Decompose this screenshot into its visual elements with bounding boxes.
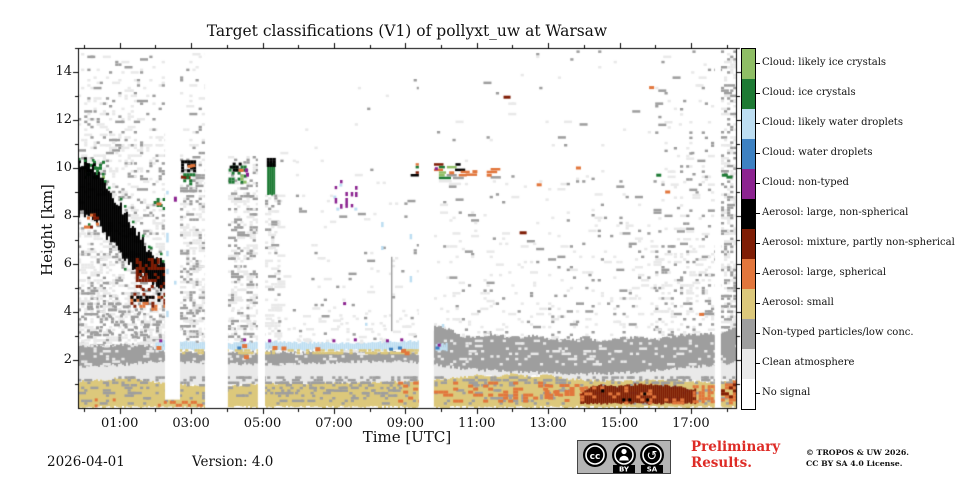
legend-swatch [742, 379, 755, 409]
copyright-line1: © TROPOS & UW 2026. [806, 448, 910, 457]
legend-tick [756, 153, 760, 154]
x-tick-label: 15:00 [600, 416, 639, 431]
y-tick-label: 8 [63, 208, 72, 223]
legend-tick [756, 243, 760, 244]
preliminary-line1: Preliminary [691, 439, 781, 455]
x-tick-label: 05:00 [243, 416, 282, 431]
legend-label: Cloud: ice crystals [762, 87, 856, 98]
legend-swatch [742, 289, 755, 319]
legend-colorbar [741, 48, 756, 410]
legend-swatch [742, 259, 755, 289]
legend-swatch [742, 139, 755, 169]
legend-tick [756, 63, 760, 64]
y-tick-label: 12 [55, 112, 72, 127]
legend-swatch [742, 79, 755, 109]
y-tick-label: 4 [63, 304, 72, 319]
legend-label: Non-typed particles/low conc. [762, 327, 914, 338]
x-tick-label: 01:00 [100, 416, 139, 431]
legend-swatch [742, 229, 755, 259]
legend-label: Aerosol: large, spherical [762, 267, 887, 278]
legend-tick [756, 393, 760, 394]
y-tick-label: 14 [55, 64, 72, 79]
preliminary-results-stamp: Preliminary Results. [691, 439, 781, 471]
legend-swatch [742, 109, 755, 139]
y-tick-label: 10 [55, 160, 72, 175]
cc-by-sa-badge: cc ↺ BY SA [577, 440, 671, 474]
legend-swatch [742, 49, 755, 79]
legend-label: Clean atmosphere [762, 357, 855, 368]
legend-tick [756, 93, 760, 94]
legend-label: Cloud: likely water droplets [762, 117, 903, 128]
legend-label: Aerosol: small [762, 297, 834, 308]
copyright-line2: CC BY SA 4.0 License. [806, 458, 903, 468]
svg-text:↺: ↺ [647, 449, 658, 464]
copyright-notice: © TROPOS & UW 2026. CC BY SA 4.0 License… [806, 448, 909, 469]
measurement-date: 2026-04-01 [47, 454, 125, 470]
legend-label: Aerosol: mixture, partly non-spherical [762, 237, 955, 248]
legend-tick [756, 183, 760, 184]
x-axis-label: Time [UTC] [362, 428, 452, 446]
legend-tick [756, 213, 760, 214]
legend-label: Cloud: non-typed [762, 177, 849, 188]
y-tick-label: 6 [63, 256, 72, 271]
legend-tick [756, 363, 760, 364]
legend-swatch [742, 349, 755, 379]
x-tick-label: 17:00 [672, 416, 710, 431]
x-tick-label: 11:00 [457, 416, 496, 431]
legend-tick [756, 303, 760, 304]
legend-tick [756, 333, 760, 334]
x-tick-label: 07:00 [315, 416, 353, 431]
badge-by-label: BY [619, 466, 630, 474]
legend-swatch [742, 199, 755, 229]
y-tick-label: 2 [63, 352, 72, 367]
legend-swatch [742, 319, 755, 349]
legend-label: No signal [762, 387, 811, 398]
legend-label: Aerosol: large, non-spherical [762, 207, 909, 218]
legend-label: Cloud: water droplets [762, 147, 873, 158]
plot-title: Target classifications (V1) of pollyxt_u… [206, 22, 608, 40]
legend-label: Cloud: likely ice crystals [762, 57, 887, 68]
legend: Cloud: likely ice crystals Cloud: ice cry… [741, 48, 960, 410]
legend-tick [756, 273, 760, 274]
svg-text:cc: cc [590, 452, 601, 462]
badge-sa-label: SA [647, 466, 658, 474]
x-tick-label: 13:00 [529, 416, 567, 431]
version-label: Version: 4.0 [192, 454, 274, 470]
x-tick-label: 03:00 [172, 416, 210, 431]
legend-tick [756, 123, 760, 124]
x-tick-label: 09:00 [386, 416, 425, 431]
preliminary-line2: Results. [691, 454, 752, 471]
legend-swatch [742, 169, 755, 199]
